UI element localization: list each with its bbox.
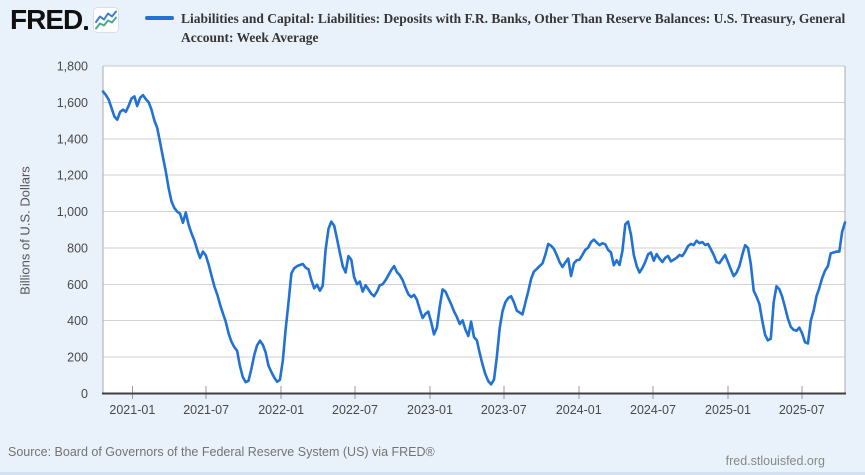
x-tick-label: 2025-01	[705, 403, 751, 417]
y-tick-label: 1,400	[57, 132, 88, 146]
x-tick-label: 2022-07	[332, 403, 378, 417]
y-tick-label: 1,600	[57, 96, 88, 110]
y-tick-label: 1,200	[57, 169, 88, 183]
x-tick-label: 2022-01	[258, 403, 304, 417]
x-tick-label: 2023-01	[407, 403, 453, 417]
fred-logo-text: FRED	[10, 4, 83, 35]
data-series-line[interactable]	[101, 90, 847, 386]
chart-plot-area[interactable]: 0 200 400 600 800 1,000 1,200 1,400 1,600 1,800 20…	[0, 0, 865, 435]
y-axis-title: Billions of U.S. Dollars	[17, 166, 33, 295]
x-tick-label: 2024-01	[556, 403, 602, 417]
x-tick-label: 2024-07	[630, 403, 676, 417]
y-tick-label: 800	[67, 241, 88, 255]
source-attribution: Source: Board of Governors of the Federa…	[8, 445, 435, 459]
chart-legend: Liabilities and Capital: Liabilities: De…	[145, 9, 853, 47]
x-tick-label: 2021-07	[183, 403, 229, 417]
chart-header: FRED Liabilities and Capital: Liabilitie…	[0, 0, 865, 60]
x-tick-label: 2023-07	[481, 403, 527, 417]
legend-line-swatch	[145, 16, 174, 20]
series-title[interactable]: Liabilities and Capital: Liabilities: De…	[181, 11, 846, 45]
bottom-edge-strip	[0, 472, 865, 475]
fred-logo[interactable]: FRED	[10, 4, 120, 35]
fred-logo-chart-icon	[93, 7, 120, 33]
y-tick-label: 0	[81, 387, 88, 401]
plot-background	[103, 66, 845, 394]
y-tick-label: 600	[67, 278, 88, 292]
fred-logo-dot	[84, 26, 89, 30]
y-tick-label: 200	[67, 351, 88, 365]
fred-site-link[interactable]: fred.stlouisfed.org	[725, 454, 825, 468]
x-tick-label: 2025-07	[779, 403, 825, 417]
y-tick-label: 1,000	[57, 205, 88, 219]
y-tick-label: 400	[67, 314, 88, 328]
x-tick-label: 2021-01	[109, 403, 155, 417]
y-tick-label: 1,800	[57, 60, 88, 74]
